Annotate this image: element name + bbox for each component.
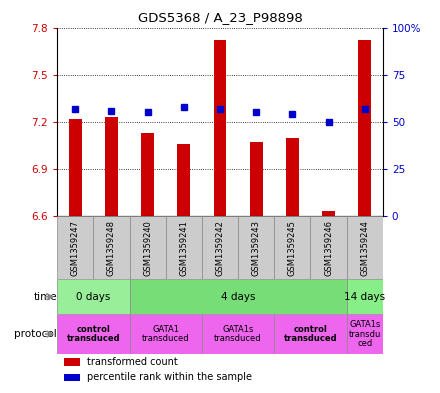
Bar <box>202 314 274 354</box>
Bar <box>129 314 202 354</box>
Bar <box>129 279 347 314</box>
Text: time: time <box>33 292 57 302</box>
Title: GDS5368 / A_23_P98898: GDS5368 / A_23_P98898 <box>138 11 302 24</box>
Text: GSM1359243: GSM1359243 <box>252 220 260 275</box>
Text: protocol: protocol <box>15 329 57 339</box>
Bar <box>250 142 263 216</box>
Text: GATA1s
transdu
ced: GATA1s transdu ced <box>348 320 381 348</box>
Bar <box>129 216 166 279</box>
Bar <box>202 216 238 279</box>
Text: GATA1s
transduced: GATA1s transduced <box>214 325 262 343</box>
Bar <box>105 117 118 216</box>
Text: 0 days: 0 days <box>76 292 110 302</box>
Bar <box>311 216 347 279</box>
Text: GSM1359248: GSM1359248 <box>107 220 116 275</box>
Bar <box>93 216 129 279</box>
Bar <box>238 216 274 279</box>
Text: control
transduced: control transduced <box>284 325 337 343</box>
Text: GSM1359241: GSM1359241 <box>180 220 188 275</box>
Bar <box>347 279 383 314</box>
Text: GSM1359240: GSM1359240 <box>143 220 152 275</box>
Bar <box>57 314 129 354</box>
Bar <box>57 216 93 279</box>
Bar <box>64 358 80 365</box>
Text: 14 days: 14 days <box>344 292 385 302</box>
Bar <box>274 216 311 279</box>
Bar <box>64 373 80 381</box>
Bar <box>359 40 371 216</box>
Bar <box>69 119 82 216</box>
Text: GSM1359247: GSM1359247 <box>71 220 80 275</box>
Text: GSM1359244: GSM1359244 <box>360 220 369 275</box>
Bar <box>274 314 347 354</box>
Text: GSM1359242: GSM1359242 <box>216 220 224 275</box>
Text: percentile rank within the sample: percentile rank within the sample <box>87 372 252 382</box>
Text: GATA1
transduced: GATA1 transduced <box>142 325 190 343</box>
Bar <box>286 138 299 216</box>
Bar <box>214 40 226 216</box>
Bar <box>141 133 154 216</box>
Bar <box>166 216 202 279</box>
Text: 4 days: 4 days <box>221 292 255 302</box>
Text: GSM1359246: GSM1359246 <box>324 220 333 275</box>
Text: transformed count: transformed count <box>87 356 177 367</box>
Text: control
transduced: control transduced <box>66 325 120 343</box>
Bar <box>57 279 129 314</box>
Bar <box>347 314 383 354</box>
Bar <box>347 216 383 279</box>
Bar <box>322 211 335 216</box>
Bar <box>177 144 190 216</box>
Text: GSM1359245: GSM1359245 <box>288 220 297 275</box>
